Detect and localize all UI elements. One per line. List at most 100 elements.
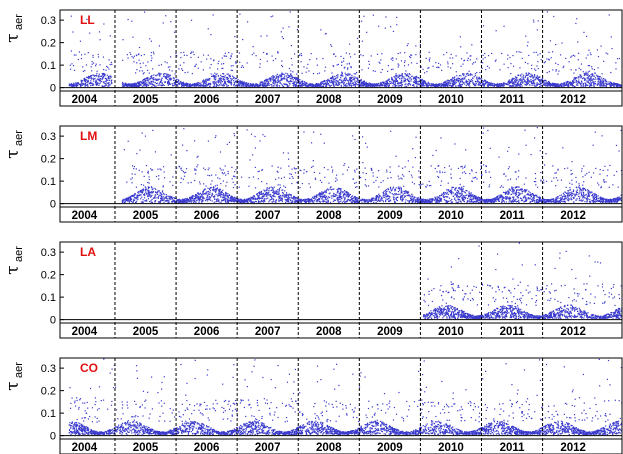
data-point — [503, 85, 505, 87]
data-point — [318, 85, 321, 87]
data-point — [87, 52, 89, 54]
data-point — [266, 84, 268, 87]
data-point — [337, 63, 340, 66]
data-point — [552, 83, 554, 85]
data-point — [390, 82, 392, 85]
data-point — [593, 81, 595, 83]
data-point — [146, 84, 148, 86]
data-point — [364, 178, 367, 181]
data-point — [89, 32, 91, 34]
data-point — [228, 141, 231, 144]
data-point — [81, 82, 83, 84]
data-point — [507, 67, 509, 69]
data-point — [580, 63, 583, 65]
data-point — [471, 63, 474, 65]
data-point — [457, 80, 459, 82]
data-point — [447, 83, 450, 85]
data-point — [102, 76, 104, 79]
data-point — [452, 57, 454, 59]
data-point — [254, 166, 256, 169]
data-point — [100, 80, 102, 83]
data-point — [442, 84, 444, 86]
data-point — [446, 191, 448, 193]
data-point — [195, 195, 197, 197]
data-point — [292, 82, 294, 85]
data-point — [465, 81, 467, 83]
data-point — [185, 85, 187, 87]
data-point — [547, 83, 549, 85]
data-point — [365, 185, 367, 187]
data-point — [488, 84, 490, 86]
data-point — [109, 64, 111, 66]
data-point — [350, 67, 352, 69]
data-point — [345, 79, 347, 81]
data-point — [225, 198, 227, 200]
data-point — [613, 85, 615, 87]
data-point — [91, 75, 93, 77]
data-point — [331, 197, 333, 199]
data-point — [231, 195, 233, 198]
data-point — [341, 74, 343, 77]
data-point — [370, 85, 372, 87]
data-point — [309, 59, 311, 61]
data-point — [323, 80, 325, 82]
data-point — [302, 80, 304, 82]
data-point — [272, 15, 274, 17]
data-point — [161, 85, 163, 87]
data-point — [89, 82, 92, 84]
data-point — [330, 84, 332, 86]
data-point — [389, 80, 391, 83]
data-point — [428, 60, 431, 62]
data-point — [594, 78, 596, 80]
data-point — [202, 85, 204, 88]
data-point — [465, 194, 467, 197]
data-point — [251, 83, 253, 85]
data-point — [223, 76, 225, 78]
data-point — [532, 76, 534, 78]
data-point — [469, 55, 471, 57]
data-point — [348, 62, 350, 64]
data-point — [130, 83, 133, 85]
data-point — [487, 129, 489, 132]
data-point — [173, 82, 175, 84]
data-point — [539, 150, 541, 152]
data-point — [503, 82, 505, 84]
data-point — [301, 72, 303, 74]
data-point — [496, 84, 498, 86]
data-point — [257, 170, 259, 173]
data-point — [169, 181, 171, 183]
data-point — [605, 79, 607, 81]
data-point — [590, 76, 592, 78]
data-point — [461, 81, 464, 83]
data-point — [602, 169, 604, 172]
data-point — [452, 82, 454, 84]
data-point — [603, 178, 605, 181]
data-point — [370, 83, 372, 85]
data-point — [103, 85, 105, 88]
data-point — [399, 77, 401, 80]
data-point — [94, 77, 96, 80]
data-point — [105, 79, 107, 82]
data-point — [238, 84, 240, 86]
data-point — [464, 166, 466, 168]
data-point — [468, 82, 471, 84]
data-point — [329, 192, 331, 194]
data-point — [277, 193, 279, 195]
data-point — [397, 66, 399, 68]
data-point — [336, 83, 338, 85]
data-point — [241, 82, 243, 84]
data-point — [461, 172, 464, 174]
data-point — [525, 35, 527, 37]
data-point — [122, 85, 124, 87]
data-point — [601, 81, 603, 83]
data-point — [578, 67, 580, 69]
data-point — [446, 85, 448, 87]
data-point — [292, 79, 294, 81]
data-point — [602, 80, 604, 82]
data-point — [348, 43, 351, 45]
data-point — [461, 83, 463, 86]
data-point — [344, 196, 346, 199]
data-point — [106, 74, 108, 76]
data-point — [334, 80, 336, 82]
data-point — [599, 83, 601, 86]
